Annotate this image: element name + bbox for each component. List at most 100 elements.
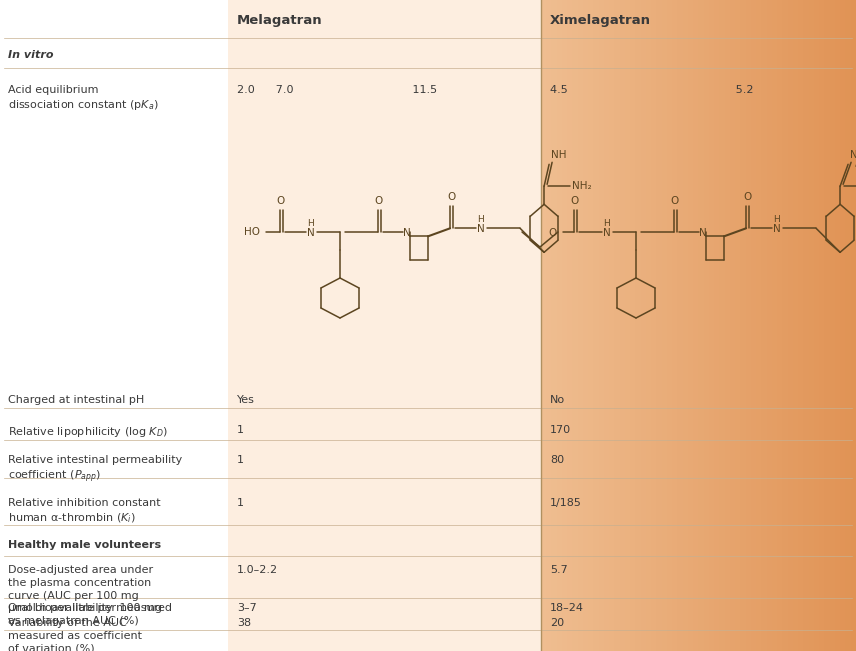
FancyBboxPatch shape <box>751 0 758 651</box>
FancyBboxPatch shape <box>635 0 642 651</box>
FancyBboxPatch shape <box>793 0 800 651</box>
FancyBboxPatch shape <box>714 0 721 651</box>
FancyBboxPatch shape <box>651 0 657 651</box>
FancyBboxPatch shape <box>228 0 541 651</box>
FancyBboxPatch shape <box>677 0 684 651</box>
Text: 5.7: 5.7 <box>550 565 568 575</box>
FancyBboxPatch shape <box>782 0 788 651</box>
Text: 1.0–2.2: 1.0–2.2 <box>237 565 278 575</box>
Text: H: H <box>307 219 314 228</box>
FancyBboxPatch shape <box>573 0 579 651</box>
Text: 20: 20 <box>550 618 564 628</box>
Text: 3–7: 3–7 <box>237 603 257 613</box>
FancyBboxPatch shape <box>704 0 710 651</box>
Text: HO: HO <box>244 227 260 237</box>
Text: N: N <box>403 228 411 238</box>
Text: Ximelagatran: Ximelagatran <box>550 14 651 27</box>
FancyBboxPatch shape <box>546 0 552 651</box>
FancyBboxPatch shape <box>698 0 704 651</box>
FancyBboxPatch shape <box>835 0 841 651</box>
Text: Acid equilibrium
dissociation constant (p$\mathit{K}_a$): Acid equilibrium dissociation constant (… <box>8 85 158 113</box>
FancyBboxPatch shape <box>788 0 794 651</box>
Text: N: N <box>773 225 781 234</box>
FancyBboxPatch shape <box>672 0 679 651</box>
FancyBboxPatch shape <box>604 0 610 651</box>
FancyBboxPatch shape <box>809 0 815 651</box>
FancyBboxPatch shape <box>767 0 773 651</box>
FancyBboxPatch shape <box>799 0 805 651</box>
FancyBboxPatch shape <box>588 0 595 651</box>
FancyBboxPatch shape <box>777 0 783 651</box>
FancyBboxPatch shape <box>593 0 600 651</box>
Text: 80: 80 <box>550 455 564 465</box>
Text: 1: 1 <box>237 425 244 435</box>
Text: Dose-adjusted area under
the plasma concentration
curve (AUC per 100 mg
μmol.h p: Dose-adjusted area under the plasma conc… <box>8 565 162 613</box>
Text: O: O <box>375 196 383 206</box>
Text: Charged at intestinal pH: Charged at intestinal pH <box>8 395 145 405</box>
FancyBboxPatch shape <box>667 0 674 651</box>
Text: 4.5                                                5.2: 4.5 5.2 <box>550 85 753 95</box>
FancyBboxPatch shape <box>641 0 647 651</box>
FancyBboxPatch shape <box>688 0 694 651</box>
Text: In vitro: In vitro <box>8 50 53 60</box>
Text: 170: 170 <box>550 425 571 435</box>
Text: N: N <box>307 228 315 238</box>
FancyBboxPatch shape <box>814 0 820 651</box>
FancyBboxPatch shape <box>598 0 605 651</box>
Text: 1/185: 1/185 <box>550 498 582 508</box>
Text: 2.0      7.0                                  11.5: 2.0 7.0 11.5 <box>237 85 437 95</box>
Text: Healthy male volunteers: Healthy male volunteers <box>8 540 161 550</box>
Text: Melagatran: Melagatran <box>237 14 323 27</box>
Text: 38: 38 <box>237 618 251 628</box>
FancyBboxPatch shape <box>746 0 752 651</box>
FancyBboxPatch shape <box>583 0 589 651</box>
FancyBboxPatch shape <box>756 0 763 651</box>
FancyBboxPatch shape <box>693 0 699 651</box>
FancyBboxPatch shape <box>609 0 615 651</box>
FancyBboxPatch shape <box>662 0 668 651</box>
FancyBboxPatch shape <box>615 0 621 651</box>
Text: No: No <box>550 395 565 405</box>
FancyBboxPatch shape <box>720 0 726 651</box>
Text: 18–24: 18–24 <box>550 603 584 613</box>
FancyBboxPatch shape <box>730 0 736 651</box>
FancyBboxPatch shape <box>541 0 547 651</box>
Text: NH₂: NH₂ <box>572 181 591 191</box>
Text: H: H <box>603 219 609 228</box>
FancyBboxPatch shape <box>657 0 663 651</box>
FancyBboxPatch shape <box>725 0 731 651</box>
FancyBboxPatch shape <box>568 0 574 651</box>
FancyBboxPatch shape <box>824 0 831 651</box>
FancyBboxPatch shape <box>578 0 584 651</box>
FancyBboxPatch shape <box>556 0 563 651</box>
Text: Relative lipophilicity (log $\mathit{K}_D$): Relative lipophilicity (log $\mathit{K}_… <box>8 425 168 439</box>
Text: O: O <box>276 196 285 206</box>
FancyBboxPatch shape <box>709 0 716 651</box>
FancyBboxPatch shape <box>740 0 746 651</box>
Text: H: H <box>773 215 780 225</box>
FancyBboxPatch shape <box>562 0 568 651</box>
Text: N: N <box>850 150 856 160</box>
FancyBboxPatch shape <box>620 0 626 651</box>
Text: Relative inhibition constant
human α-thrombin ($\mathit{K}_i$): Relative inhibition constant human α-thr… <box>8 498 161 525</box>
FancyBboxPatch shape <box>735 0 741 651</box>
FancyBboxPatch shape <box>683 0 689 651</box>
FancyBboxPatch shape <box>841 0 847 651</box>
Text: Relative intestinal permeability
coefficient ($\mathit{P}_{app}$): Relative intestinal permeability coeffic… <box>8 455 182 485</box>
FancyBboxPatch shape <box>846 0 852 651</box>
Text: 1: 1 <box>237 498 244 508</box>
Text: O: O <box>571 196 580 206</box>
FancyBboxPatch shape <box>762 0 768 651</box>
Text: O: O <box>743 192 752 202</box>
Text: N: N <box>603 228 610 238</box>
FancyBboxPatch shape <box>551 0 558 651</box>
Text: N: N <box>477 225 484 234</box>
FancyBboxPatch shape <box>772 0 778 651</box>
FancyBboxPatch shape <box>819 0 825 651</box>
FancyBboxPatch shape <box>630 0 637 651</box>
Text: O: O <box>447 192 455 202</box>
Text: Oral bioavailability measured
as melagatran AUC (%): Oral bioavailability measured as melagat… <box>8 603 172 626</box>
Text: O: O <box>549 228 557 238</box>
Text: H: H <box>477 215 484 225</box>
Text: Variability of the AUC
measured as coefficient
of variation (%): Variability of the AUC measured as coeff… <box>8 618 142 651</box>
